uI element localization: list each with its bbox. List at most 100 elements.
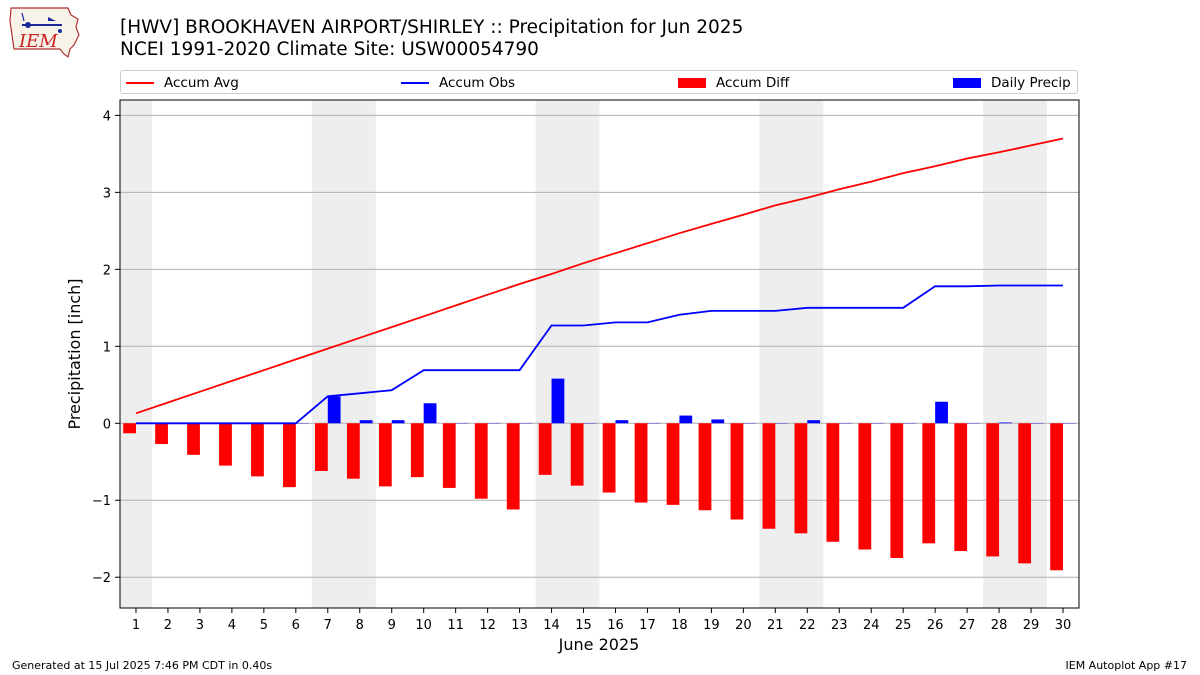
legend-item-accum-diff: Accum Diff (678, 74, 789, 92)
footer-generated: Generated at 15 Jul 2025 7:46 PM CDT in … (12, 659, 273, 672)
x-tick-label: 7 (324, 618, 332, 633)
accum-diff-bar (410, 423, 424, 478)
accum-diff-bar (570, 423, 584, 486)
x-tick-label: 28 (991, 618, 1008, 633)
daily-precip-bar (615, 420, 629, 424)
accum-diff-bar (442, 423, 456, 488)
x-tick-label: 1 (132, 618, 140, 633)
weekend-band (759, 100, 824, 608)
x-tick-label: 21 (767, 618, 784, 633)
x-tick-label: 5 (260, 618, 268, 633)
accum-diff-bar (474, 423, 488, 499)
daily-precip-bar (391, 420, 405, 424)
y-tick-label: −2 (92, 571, 111, 586)
daily-precip-bar (999, 422, 1012, 424)
x-tick-label: 2 (164, 618, 172, 633)
x-tick-label: 18 (671, 618, 688, 633)
accum-diff-bar (123, 423, 136, 434)
svg-text:IEM: IEM (18, 31, 58, 52)
x-tick-label: 4 (228, 618, 236, 633)
accum-diff-bar (890, 423, 904, 558)
accum-diff-bar (187, 423, 200, 455)
y-tick-label: 1 (103, 340, 111, 355)
weekend-band (311, 100, 376, 608)
plot-frame (119, 99, 1080, 609)
y-tick-label: 2 (103, 263, 111, 278)
x-tick-label: 17 (639, 618, 656, 633)
accum-diff-bar (762, 423, 776, 529)
daily-precip-bar (679, 415, 693, 424)
accum-diff-bar (378, 423, 392, 487)
x-tick-label: 19 (703, 618, 720, 633)
chart-title: [HWV] BROOKHAVEN AIRPORT/SHIRLEY :: Prec… (120, 17, 744, 38)
x-tick-label: 10 (415, 618, 432, 633)
y-axis-label: Precipitation [inch] (65, 278, 84, 429)
accum-diff-bar (314, 423, 328, 471)
daily-precip-bar (551, 378, 565, 424)
daily-precip-bar (935, 401, 948, 424)
legend: Accum Avg Accum Obs Accum Diff Daily Pre… (120, 70, 1078, 94)
accum-avg-line (135, 137, 1064, 415)
iem-logo: IEM (8, 5, 80, 59)
x-tick-label: 3 (196, 618, 204, 633)
accum-diff-bar (1018, 423, 1032, 564)
accum-diff-bar (954, 423, 968, 552)
legend-item-accum-avg: Accum Avg (126, 74, 239, 92)
x-tick-label: 22 (799, 618, 816, 633)
legend-label: Accum Diff (716, 75, 790, 91)
accum-diff-bars (123, 423, 1064, 571)
x-tick-label: 9 (388, 618, 396, 633)
legend-item-accum-obs: Accum Obs (401, 74, 515, 92)
accum-diff-bar (283, 423, 296, 488)
accum-obs-swatch (401, 82, 429, 84)
daily-precip-bar (807, 420, 821, 424)
accum-diff-bar (506, 423, 520, 510)
y-tick-label: −1 (92, 494, 111, 509)
x-tick-label: 20 (735, 618, 752, 633)
accum-diff-bar (538, 423, 552, 475)
accum-diff-bar (634, 423, 648, 503)
accum-obs-line (136, 284, 1063, 425)
x-tick-label: 12 (479, 618, 496, 633)
legend-label: Accum Obs (439, 75, 516, 91)
daily-precip-bars (135, 378, 1076, 424)
footer-app: IEM Autoplot App #17 (1065, 659, 1188, 672)
accum-lines (135, 137, 1064, 425)
daily-precip-swatch (953, 78, 981, 88)
chart-subtitle: NCEI 1991-2020 Climate Site: USW00054790 (120, 39, 539, 60)
accum-diff-bar (794, 423, 808, 534)
legend-label: Daily Precip (991, 75, 1071, 91)
x-tick-label: 29 (1023, 618, 1040, 633)
accum-diff-bar (219, 423, 232, 466)
daily-precip-bar (711, 419, 725, 424)
accum-diff-bar (730, 423, 744, 520)
weekend-band (535, 100, 600, 608)
legend-item-daily-precip: Daily Precip (953, 74, 1071, 92)
x-tick-label: 24 (863, 618, 880, 633)
x-tick-label: 26 (927, 618, 944, 633)
x-axis-ticks: 1 2 3 4 5 6 7 8 9 10 11 12 13 14 15 16 17 18 19 20 21 22 23 24 2… (132, 608, 1071, 633)
x-tick-label: 27 (959, 618, 976, 633)
accum-diff-bar (826, 423, 840, 542)
y-axis-ticks: −2 −1 0 1 2 3 4 (92, 109, 120, 586)
daily-precip-bar (423, 403, 437, 424)
y-tick-label: 0 (103, 417, 111, 432)
legend-label: Accum Avg (164, 75, 239, 91)
x-tick-label: 6 (292, 618, 300, 633)
x-axis-label: June 2025 (558, 635, 640, 654)
x-tick-label: 30 (1055, 618, 1072, 633)
y-tick-label: 3 (103, 186, 111, 201)
accum-avg-swatch (126, 82, 154, 84)
x-tick-label: 14 (543, 618, 560, 633)
x-tick-label: 8 (356, 618, 364, 633)
accum-diff-bar (666, 423, 680, 505)
accum-diff-bar (602, 423, 616, 493)
x-tick-label: 11 (447, 618, 464, 633)
weekend-bands (120, 100, 1048, 608)
x-tick-label: 15 (575, 618, 592, 633)
accum-diff-bar (922, 423, 936, 544)
accum-diff-bar (346, 423, 360, 479)
x-tick-label: 23 (831, 618, 848, 633)
daily-precip-bar (327, 396, 341, 424)
